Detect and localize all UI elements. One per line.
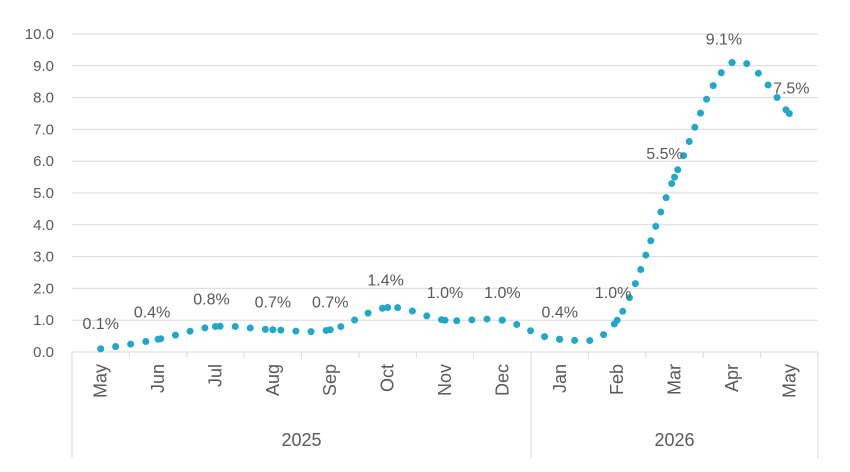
data-label: 0.4% bbox=[134, 304, 170, 321]
x-tick-label: Jul bbox=[205, 364, 225, 387]
data-point bbox=[384, 303, 392, 311]
y-tick-label: 4.0 bbox=[33, 217, 54, 234]
data-label: 0.7% bbox=[312, 295, 348, 312]
x-tick-label: Mar bbox=[665, 364, 685, 395]
y-tick-label: 2.0 bbox=[33, 280, 54, 297]
data-label: 9.1% bbox=[706, 32, 742, 49]
y-tick-label: 8.0 bbox=[33, 90, 54, 107]
x-tick-label: Dec bbox=[492, 364, 512, 396]
y-tick-label: 10.0 bbox=[25, 26, 54, 43]
y-tick-label: 7.0 bbox=[33, 121, 54, 138]
data-label: 5.5% bbox=[646, 146, 682, 163]
x-axis bbox=[71, 352, 819, 458]
data-point bbox=[671, 173, 679, 181]
data-point bbox=[556, 335, 564, 343]
data-point bbox=[498, 316, 506, 324]
x-tick-label: May bbox=[779, 364, 799, 398]
series-line bbox=[97, 57, 793, 353]
data-point bbox=[613, 316, 621, 324]
data-point bbox=[441, 316, 449, 324]
x-tick-label: Jan bbox=[550, 364, 570, 393]
data-label: 0.7% bbox=[255, 295, 291, 312]
data-label: 1.0% bbox=[595, 285, 631, 302]
x-tick-label: Nov bbox=[435, 364, 455, 396]
x-tick-label: May bbox=[91, 364, 111, 398]
y-tick-label: 9.0 bbox=[33, 58, 54, 75]
data-label: 0.1% bbox=[82, 316, 118, 333]
data-label: 0.8% bbox=[193, 292, 229, 309]
x-tick-label: Apr bbox=[722, 364, 742, 392]
year-group-label: 2025 bbox=[282, 430, 322, 450]
x-tick-label: Sep bbox=[320, 364, 340, 396]
x-axis-year-groups: 2025 2026 bbox=[282, 430, 695, 450]
y-tick-label: 3.0 bbox=[33, 249, 54, 266]
y-axis-tick-labels: 0.0 1.0 2.0 3.0 4.0 5.0 6.0 7.0 8.0 9.0 10.0 bbox=[25, 26, 54, 361]
y-tick-label: 0.0 bbox=[33, 344, 54, 361]
data-point bbox=[154, 335, 162, 343]
y-tick-label: 6.0 bbox=[33, 153, 54, 170]
data-label: 7.5% bbox=[773, 81, 809, 98]
data-point bbox=[269, 326, 277, 334]
year-group-label: 2026 bbox=[655, 430, 695, 450]
data-point bbox=[211, 323, 219, 331]
data-point bbox=[97, 345, 105, 353]
data-point bbox=[785, 110, 793, 117]
x-tick-label: Oct bbox=[378, 364, 398, 392]
x-tick-label: Feb bbox=[607, 364, 627, 395]
x-tick-label: Aug bbox=[263, 364, 283, 396]
x-tick-label: Jun bbox=[148, 364, 168, 393]
y-tick-label: 1.0 bbox=[33, 312, 54, 329]
data-label: 0.4% bbox=[542, 304, 578, 321]
data-labels: 0.1% 0.4% 0.8% 0.7% 0.7% 1.4% 1.0% 1.0% 0.4% 1.0%… bbox=[82, 32, 809, 333]
y-tick-label: 5.0 bbox=[33, 185, 54, 202]
data-label: 1.0% bbox=[427, 285, 463, 302]
gridlines bbox=[72, 33, 818, 353]
data-label: 1.0% bbox=[484, 285, 520, 302]
data-point bbox=[326, 326, 334, 334]
data-label: 1.4% bbox=[367, 272, 403, 289]
data-point bbox=[728, 59, 736, 67]
x-axis-tick-labels: May Jun Jul Aug Sep Oct Nov Dec Jan Feb Mar Apr May bbox=[91, 364, 800, 398]
